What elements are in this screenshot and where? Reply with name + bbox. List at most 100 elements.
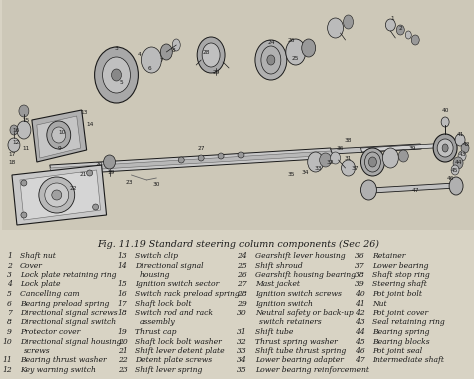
Text: Nut: Nut — [373, 299, 387, 307]
Ellipse shape — [361, 180, 376, 200]
Text: 45: 45 — [450, 168, 458, 172]
Text: 47: 47 — [411, 188, 419, 193]
Text: 19: 19 — [108, 169, 115, 174]
Text: Bearing blocks: Bearing blocks — [373, 338, 430, 346]
Text: 10: 10 — [2, 338, 12, 346]
Ellipse shape — [442, 144, 448, 152]
Text: Lock plate: Lock plate — [20, 280, 60, 288]
Text: 25: 25 — [292, 55, 300, 61]
Text: Shaft nut: Shaft nut — [20, 252, 56, 260]
Text: 5: 5 — [119, 80, 123, 85]
Text: 47: 47 — [355, 357, 365, 365]
Text: 31: 31 — [345, 155, 352, 160]
Text: 26: 26 — [237, 271, 247, 279]
Text: 39: 39 — [355, 280, 365, 288]
Ellipse shape — [47, 121, 71, 149]
Bar — [2, 0, 474, 230]
Ellipse shape — [368, 157, 376, 167]
Text: 34: 34 — [302, 169, 310, 174]
Text: 38: 38 — [345, 138, 352, 143]
Text: Lower bearing adapter: Lower bearing adapter — [255, 357, 344, 365]
Ellipse shape — [461, 143, 469, 153]
Text: 9: 9 — [7, 328, 12, 336]
Text: 44: 44 — [454, 160, 462, 164]
Ellipse shape — [455, 134, 465, 146]
Text: 42: 42 — [355, 309, 365, 317]
Text: 21: 21 — [118, 347, 128, 355]
Text: 13: 13 — [118, 252, 128, 260]
Polygon shape — [50, 148, 336, 175]
Text: 32: 32 — [237, 338, 247, 346]
Text: housing: housing — [139, 271, 170, 279]
Text: Retainer: Retainer — [373, 252, 406, 260]
Polygon shape — [20, 170, 100, 220]
Text: 46: 46 — [355, 347, 365, 355]
Text: 21: 21 — [80, 172, 87, 177]
Text: 7: 7 — [159, 58, 163, 63]
Text: 43: 43 — [458, 152, 466, 158]
Ellipse shape — [451, 165, 459, 175]
Text: 12: 12 — [2, 366, 12, 374]
Text: Shift lever detent plate: Shift lever detent plate — [136, 347, 225, 355]
Text: Seal retaining ring: Seal retaining ring — [373, 318, 445, 326]
Text: 43: 43 — [355, 318, 365, 326]
Text: 46: 46 — [447, 175, 454, 180]
Text: 44: 44 — [355, 328, 365, 336]
Ellipse shape — [45, 183, 69, 207]
Text: 15: 15 — [118, 280, 128, 288]
Text: Ignition switch: Ignition switch — [255, 299, 313, 307]
Text: 30: 30 — [237, 309, 247, 317]
Text: Shaft lock bolt: Shaft lock bolt — [136, 299, 192, 307]
Text: Gearshift lever housing: Gearshift lever housing — [255, 252, 346, 260]
Text: 1: 1 — [391, 16, 394, 20]
Ellipse shape — [21, 212, 27, 218]
Text: Switch clip: Switch clip — [136, 252, 178, 260]
Text: 3: 3 — [115, 45, 118, 50]
Text: Key warning switch: Key warning switch — [20, 366, 96, 374]
Text: Shaft lock bolt washer: Shaft lock bolt washer — [136, 338, 222, 346]
Ellipse shape — [39, 177, 75, 213]
Text: 40: 40 — [441, 108, 449, 113]
Ellipse shape — [396, 25, 404, 35]
Ellipse shape — [21, 180, 27, 186]
Ellipse shape — [308, 152, 324, 172]
Text: 37: 37 — [355, 262, 365, 269]
Ellipse shape — [437, 139, 453, 157]
Text: 27: 27 — [237, 280, 247, 288]
Text: 45: 45 — [355, 338, 365, 346]
Text: Pot joint bolt: Pot joint bolt — [373, 290, 422, 298]
Text: switch retainers: switch retainers — [259, 318, 321, 326]
Ellipse shape — [238, 152, 244, 158]
Text: 12: 12 — [12, 139, 19, 144]
Ellipse shape — [10, 125, 18, 135]
Text: Switch rack preload spring: Switch rack preload spring — [136, 290, 240, 298]
Ellipse shape — [52, 190, 62, 200]
Text: 39: 39 — [409, 146, 416, 150]
Text: 6: 6 — [147, 66, 151, 70]
Text: 28: 28 — [202, 50, 210, 55]
Ellipse shape — [328, 18, 344, 38]
Text: 33: 33 — [237, 347, 247, 355]
Text: 5: 5 — [7, 290, 12, 298]
Text: Detent plate screws: Detent plate screws — [136, 357, 212, 365]
Ellipse shape — [218, 153, 224, 159]
Ellipse shape — [319, 153, 332, 167]
Text: Protector cover: Protector cover — [20, 328, 80, 336]
Ellipse shape — [197, 37, 225, 73]
Text: 35: 35 — [287, 172, 294, 177]
Ellipse shape — [385, 19, 395, 31]
Ellipse shape — [52, 127, 66, 143]
Text: 1: 1 — [7, 252, 12, 260]
Ellipse shape — [141, 47, 161, 73]
Ellipse shape — [453, 157, 463, 169]
Ellipse shape — [286, 39, 306, 65]
Text: 4: 4 — [7, 280, 12, 288]
Text: 30: 30 — [153, 183, 160, 188]
Text: 11: 11 — [22, 146, 29, 150]
Text: Shift lever spring: Shift lever spring — [136, 366, 203, 374]
Text: 8: 8 — [172, 47, 175, 53]
Text: Shift tube thrust spring: Shift tube thrust spring — [255, 347, 346, 355]
Ellipse shape — [255, 40, 287, 80]
Text: 37: 37 — [352, 166, 359, 171]
Ellipse shape — [102, 57, 130, 93]
